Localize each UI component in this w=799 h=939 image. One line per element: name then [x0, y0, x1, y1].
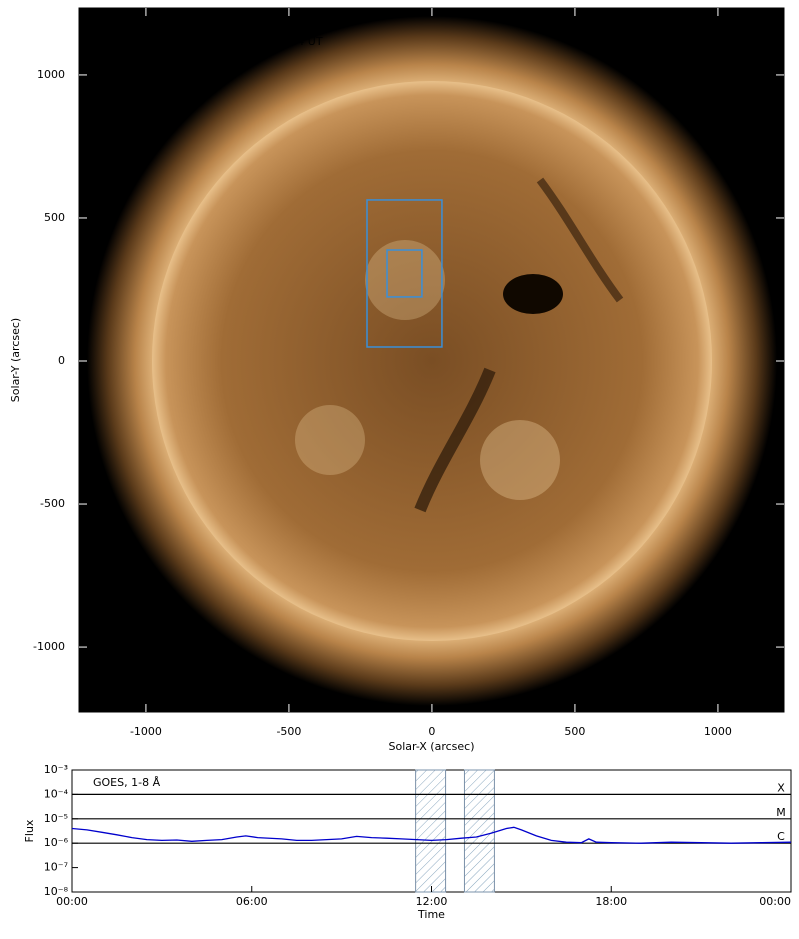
y-tick-label: 0	[58, 354, 65, 367]
y-axis-label: Flux	[23, 819, 36, 842]
coronal-hole	[503, 274, 563, 314]
region-box	[366, 199, 443, 348]
region-box	[386, 249, 423, 298]
class-label: X	[777, 781, 785, 794]
time-span	[463, 769, 495, 893]
time-span	[415, 769, 447, 893]
y-tick-label: 10⁻⁶	[44, 836, 69, 849]
x-axis-label: Solar-X (arcsec)	[389, 740, 475, 753]
filament	[536, 177, 624, 303]
y-tick-label: 10⁻⁵	[44, 812, 68, 825]
y-tick-label: 10⁻⁴	[44, 787, 69, 800]
x-tick-label: -500	[276, 725, 301, 738]
filament	[414, 367, 496, 513]
x-tick-label: 1000	[704, 725, 732, 738]
y-tick-label: 10⁻⁸	[44, 885, 69, 898]
x-tick-label: 12:00	[416, 895, 448, 908]
x-tick-label: 00:00	[56, 895, 88, 908]
y-tick-label: 500	[44, 211, 65, 224]
y-tick-label: 10⁻³	[44, 763, 68, 776]
active-region	[480, 420, 560, 500]
x-tick-label: 06:00	[236, 895, 268, 908]
class-label: M	[776, 806, 786, 819]
active-region	[295, 405, 365, 475]
x-axis-label: Time	[417, 908, 445, 921]
y-axis-label: Solar-Y (arcsec)	[9, 318, 22, 402]
y-tick-label: 1000	[37, 68, 65, 81]
x-tick-label: 500	[564, 725, 585, 738]
x-tick-label: 00:00	[759, 895, 791, 908]
flux-line	[71, 826, 792, 844]
y-tick-label: -1000	[33, 640, 65, 653]
annotation: AIA 0193, 25-Nov-2023, 12:00:04 UT	[120, 35, 323, 48]
legend: GOES, 1-8 Å	[93, 776, 161, 789]
x-tick-label: -1000	[130, 725, 162, 738]
sun-image	[87, 16, 777, 706]
x-tick-label: 0	[428, 725, 435, 738]
x-tick-label: 18:00	[595, 895, 627, 908]
class-label: C	[777, 830, 785, 843]
solar-disk	[152, 81, 712, 641]
y-tick-label: -500	[40, 497, 65, 510]
y-tick-label: 10⁻⁷	[44, 861, 68, 874]
active-region	[365, 240, 445, 320]
